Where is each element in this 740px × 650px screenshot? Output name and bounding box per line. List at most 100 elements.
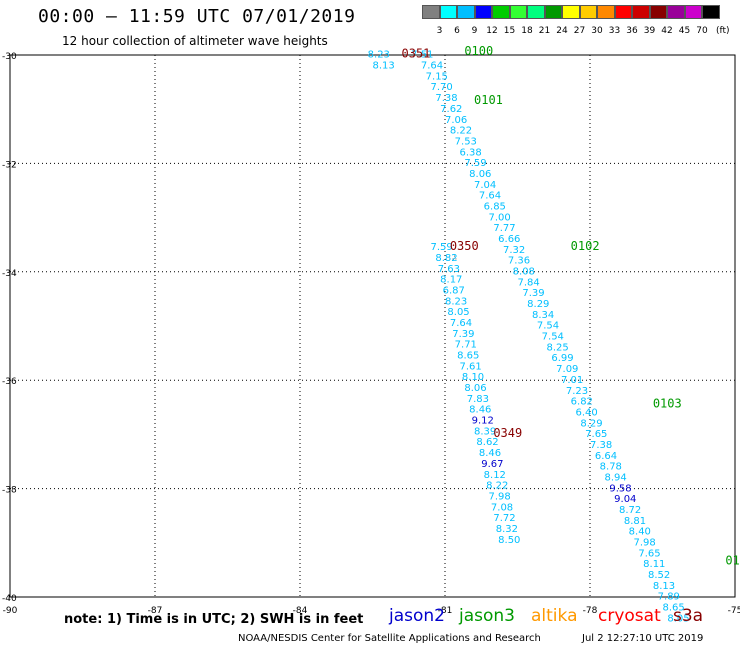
pass-time-label: 0102 <box>571 239 600 253</box>
wave-height-value: 6.99 <box>551 353 573 364</box>
wave-height-value: 8.46 <box>479 448 501 459</box>
wave-height-value: 8.11 <box>643 559 665 570</box>
lon-tick-label: -84 <box>293 606 308 616</box>
scale-label: 42 <box>661 26 673 36</box>
map-title: 00:00 – 11:59 UTC 07/01/2019 <box>38 6 356 27</box>
lon-tick-label: -78 <box>583 606 598 616</box>
pass-time-label: 0103 <box>653 396 682 410</box>
scale-swatch <box>457 5 475 19</box>
mission-jason3: jason3 <box>459 606 515 626</box>
wave-height-value: 9.67 <box>481 459 503 470</box>
wave-height-value: 7.65 <box>585 429 607 440</box>
wave-height-value: 6.40 <box>576 407 598 418</box>
wave-height-value: 8.50 <box>498 535 520 546</box>
pass-time-label: 0101 <box>474 93 503 107</box>
wave-height-value: 8.39 <box>474 426 496 437</box>
wave-height-value: 7.04 <box>474 180 496 191</box>
wave-height-value: 7.23 <box>566 386 588 397</box>
wave-height-value: 7.09 <box>556 364 578 375</box>
wave-height-value: 8.22 <box>486 481 508 492</box>
scale-label: 27 <box>573 26 586 36</box>
pass-time-label: 0349 <box>493 426 522 440</box>
mission-jason2: jason2 <box>389 606 445 626</box>
wave-height-value: 7.64 <box>450 318 472 329</box>
lon-tick-label: -75 <box>728 606 740 616</box>
wave-height-value: 8.12 <box>484 470 506 481</box>
wave-height-value: 6.82 <box>571 397 593 408</box>
scale-label: 24 <box>556 26 568 36</box>
wave-height-value: 8.23 <box>368 50 390 61</box>
wave-height-value: 7.06 <box>445 115 467 126</box>
wave-height-value: 8.06 <box>464 383 486 394</box>
wave-height-value: 8.65 <box>663 603 685 614</box>
wave-height-value: 8.17 <box>440 275 462 286</box>
scale-swatch <box>597 5 615 19</box>
scale-label: 15 <box>503 26 516 36</box>
pass-time-label: 0104 <box>725 553 740 567</box>
wave-height-value: 8.81 <box>624 516 646 527</box>
wave-height-value: 7.00 <box>489 212 511 223</box>
scale-swatch <box>422 5 440 19</box>
wave-height-value: 6.64 <box>595 451 617 462</box>
wave-height-value: 7.84 <box>518 277 540 288</box>
lat-tick-label: -32 <box>2 160 17 170</box>
wave-height-value: 8.78 <box>600 462 622 473</box>
scale-label: 6 <box>454 26 460 36</box>
wave-height-value: 7.39 <box>522 288 544 299</box>
wave-height-value: 7.38 <box>590 440 612 451</box>
wave-height-value: 8.25 <box>547 342 569 353</box>
wave-height-value: 7.39 <box>452 329 474 340</box>
map-frame <box>9 54 736 598</box>
wave-height-value: 7.08 <box>491 502 513 513</box>
scale-label: 9 <box>471 26 478 36</box>
lat-tick-label: -34 <box>2 269 17 279</box>
lat-tick-label: -30 <box>2 52 17 62</box>
scale-unit: (ft) <box>716 26 730 36</box>
lat-tick-label: -38 <box>2 486 17 496</box>
wave-height-value: 7.65 <box>638 548 660 559</box>
wave-height-value: 7.98 <box>489 491 511 502</box>
wave-height-value: 7.72 <box>493 513 515 524</box>
wave-height-value: 8.46 <box>469 405 491 416</box>
scale-swatch <box>509 5 527 19</box>
wave-height-value: 7.70 <box>431 82 453 93</box>
wave-height-value: 8.29 <box>580 418 602 429</box>
wave-height-value: 8.94 <box>605 472 627 483</box>
scale-label: 45 <box>678 26 691 36</box>
wave-height-value: 6.38 <box>460 147 482 158</box>
lon-tick-label: -87 <box>148 606 163 616</box>
scale-swatch <box>614 5 632 19</box>
wave-height-value: 7.54 <box>542 332 564 343</box>
scale-swatch <box>579 5 597 19</box>
lon-tick-label: -90 <box>3 606 18 616</box>
wave-height-value: 8.40 <box>629 527 651 538</box>
scale-swatch <box>667 5 685 19</box>
mission-cryosat: cryosat <box>598 606 661 626</box>
scale-swatch <box>632 5 650 19</box>
scale-swatch <box>702 5 720 19</box>
wave-height-value: 8.62 <box>476 437 498 448</box>
wave-height-value: 8.22 <box>450 126 472 137</box>
wave-height-value: 8.05 <box>667 613 689 624</box>
wave-height-value: 7.15 <box>426 71 448 82</box>
credit-text: NOAA/NESDIS Center for Satellite Applica… <box>238 633 541 644</box>
lon-tick-label: -81 <box>438 606 453 616</box>
scale-label: 36 <box>626 26 638 36</box>
scale-swatch <box>492 5 510 19</box>
wave-height-value: 7.59 <box>464 158 486 169</box>
wave-height-value: 8.65 <box>457 351 479 362</box>
wave-height-value: 7.62 <box>440 104 462 115</box>
wave-height-value: 6.66 <box>498 234 520 245</box>
scale-label: 70 <box>696 26 708 36</box>
wave-height-value: 7.89 <box>658 592 680 603</box>
wave-height-value: 8.82 <box>435 253 457 264</box>
wave-height-value: 7.61 <box>460 361 482 372</box>
scale-swatch <box>527 5 545 19</box>
mission-s3a: s3a <box>673 606 704 626</box>
scale-swatch <box>439 5 457 19</box>
wave-height-value: 6.87 <box>443 285 465 296</box>
scale-swatch <box>562 5 580 19</box>
lat-tick-label: -36 <box>2 377 17 387</box>
wave-height-value: 8.06 <box>469 169 491 180</box>
